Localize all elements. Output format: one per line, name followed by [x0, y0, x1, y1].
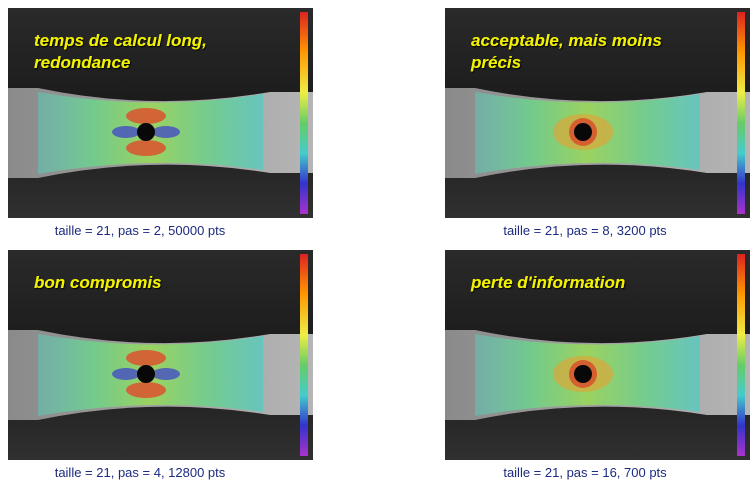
- strain-low: [112, 368, 140, 380]
- caption: taille = 21, pas = 4, 12800 pts: [55, 465, 226, 480]
- annotation: acceptable, mais moins: [471, 31, 662, 50]
- hole: [574, 123, 592, 141]
- hole: [137, 123, 155, 141]
- color-bar: [300, 254, 308, 456]
- strain-high: [126, 140, 166, 156]
- panel: temps de calcul long, redondance: [8, 8, 313, 218]
- strain-high: [126, 350, 166, 366]
- strain-high: [126, 382, 166, 398]
- caption: taille = 21, pas = 16, 700 pts: [503, 465, 667, 480]
- strain-low: [152, 368, 180, 380]
- hole: [137, 365, 155, 383]
- annotation: redondance: [34, 53, 130, 72]
- color-bar: [737, 254, 745, 456]
- strain-low: [112, 126, 140, 138]
- annotation: temps de calcul long,: [34, 31, 207, 50]
- panel: perte d'information: [445, 250, 750, 460]
- color-bar: [737, 12, 745, 214]
- panel: bon compromis: [8, 250, 313, 460]
- caption: taille = 21, pas = 8, 3200 pts: [503, 223, 667, 238]
- annotation: bon compromis: [34, 273, 162, 292]
- hole: [574, 365, 592, 383]
- annotation: perte d'information: [470, 273, 625, 292]
- strain-high: [126, 108, 166, 124]
- color-bar: [300, 12, 308, 214]
- panel: acceptable, mais moins précis: [445, 8, 750, 218]
- strain-low: [152, 126, 180, 138]
- caption: taille = 21, pas = 2, 50000 pts: [55, 223, 226, 238]
- annotation: précis: [470, 53, 521, 72]
